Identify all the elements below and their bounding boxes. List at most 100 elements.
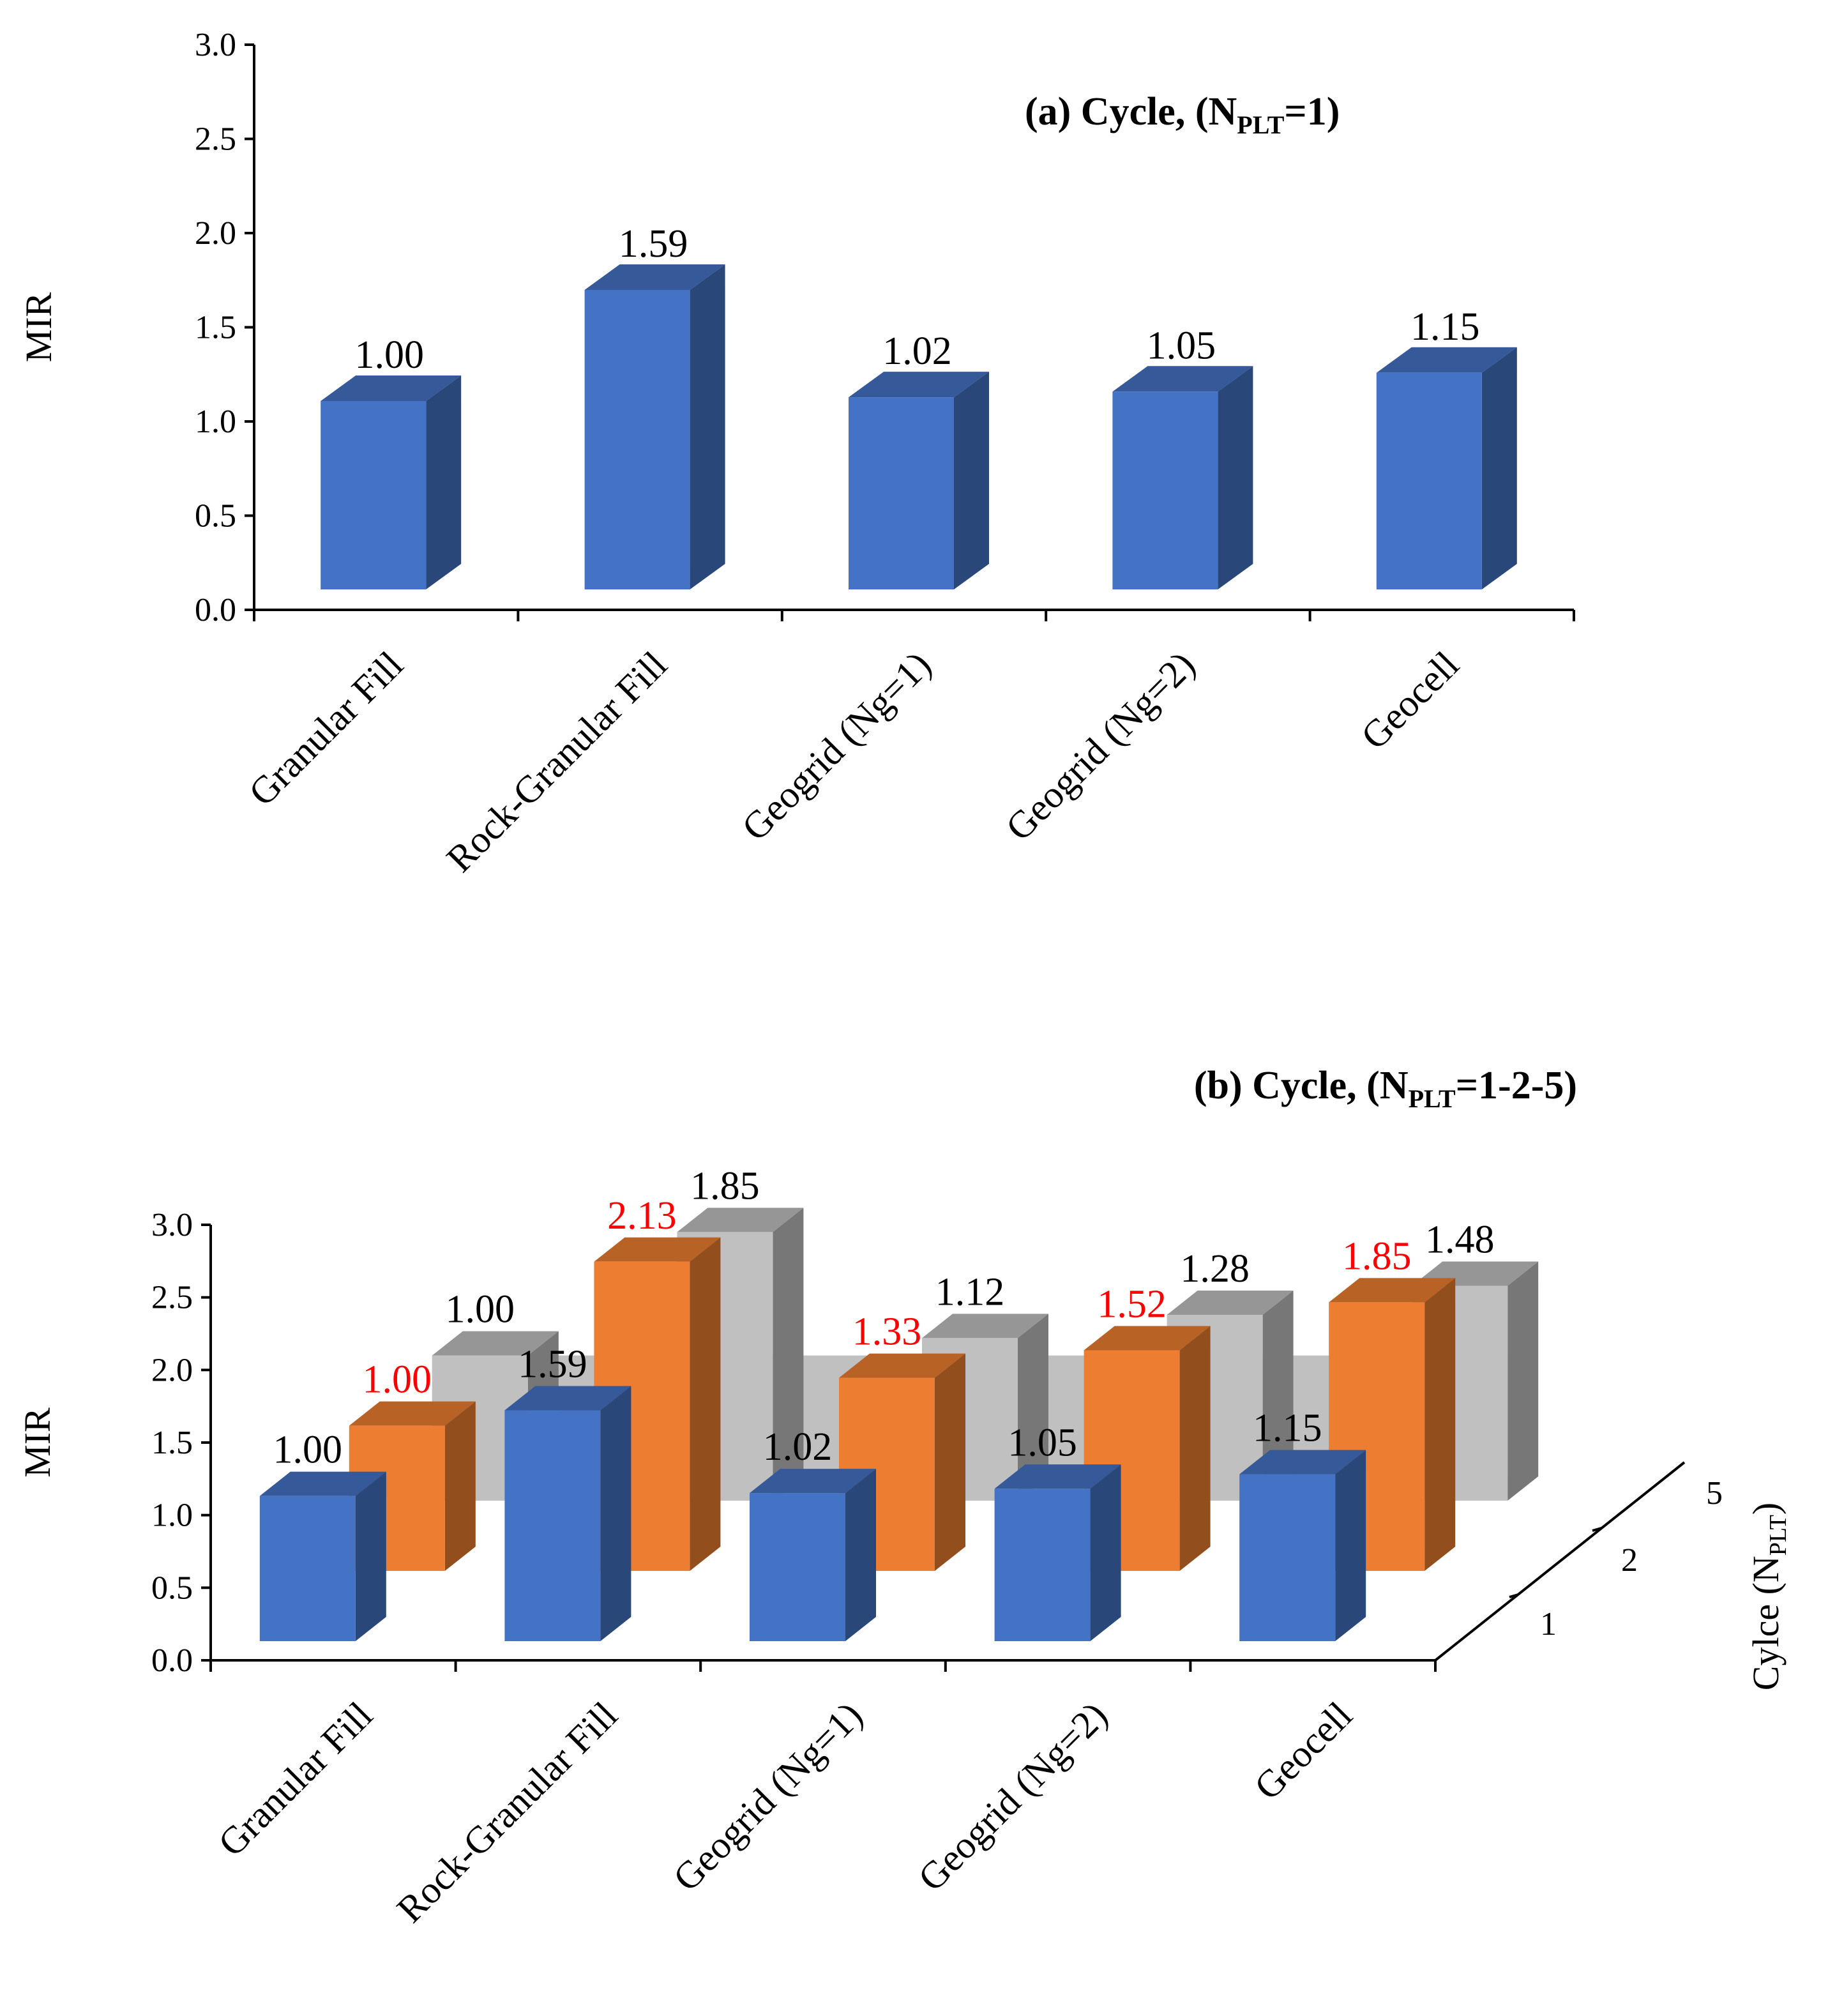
panel-title-a-sub: PLT bbox=[1237, 110, 1284, 139]
bar-series-1 bbox=[750, 1469, 876, 1641]
depth-tick-label: 2 bbox=[1621, 1542, 1638, 1579]
bar-series-1-side bbox=[1090, 1464, 1121, 1641]
x-category-label: Geogrid (Ng=1) bbox=[665, 1694, 871, 1900]
bar-series-2 bbox=[1329, 1278, 1456, 1571]
bar-front bbox=[849, 397, 954, 589]
bar-series-5-top bbox=[677, 1208, 804, 1232]
y-tick-label: 2.5 bbox=[195, 121, 236, 158]
bar-top bbox=[1376, 347, 1517, 373]
data-label: 1.28 bbox=[1180, 1247, 1250, 1291]
panel-title-b-main: (b) Cycle, (N bbox=[1194, 1064, 1409, 1107]
y-tick-label: 1.0 bbox=[151, 1497, 193, 1534]
bar-series-5-top bbox=[1167, 1291, 1294, 1315]
bar-series-1-front bbox=[504, 1410, 601, 1641]
data-label: 1.02 bbox=[763, 1425, 833, 1469]
x-category-label: Geogrid (Ng=1) bbox=[734, 644, 939, 849]
data-label: 1.85 bbox=[690, 1164, 760, 1208]
bar-series-1-side bbox=[355, 1471, 386, 1641]
bar-series-1-front bbox=[994, 1489, 1091, 1641]
depth-tick-label: 1 bbox=[1540, 1606, 1557, 1642]
bar-series-1-top bbox=[504, 1386, 631, 1411]
bar-series-2-side bbox=[690, 1237, 721, 1571]
bar-series-1-top bbox=[750, 1469, 876, 1494]
data-label: 1.05 bbox=[1008, 1421, 1077, 1464]
x-category-label: Geocell bbox=[1353, 644, 1467, 758]
panel-a-chart: 0.0 0.5 1.0 1.5 2.0 2.5 3.0 MIR (a) Cycle, (NPLT… bbox=[18, 27, 1575, 881]
depth-axis-title-sub: PLT bbox=[1765, 1515, 1792, 1556]
data-label: 1.12 bbox=[935, 1270, 1005, 1314]
bar-front bbox=[1112, 391, 1218, 589]
bar-series-2-top bbox=[1084, 1326, 1211, 1351]
bar-series-1-side bbox=[600, 1386, 631, 1641]
y-axis-title: MIR bbox=[18, 292, 59, 362]
bar-side bbox=[1481, 347, 1517, 589]
y-tick-label: 1.5 bbox=[151, 1425, 193, 1461]
depth-axis-title-main: Cylce (N bbox=[1745, 1556, 1787, 1690]
x-category-label: Rock-Granular Fill bbox=[439, 644, 676, 881]
bar-series-2-top bbox=[839, 1353, 965, 1378]
bar-series-5-side bbox=[1262, 1291, 1294, 1501]
depth-tick-mark bbox=[1509, 1593, 1519, 1598]
bar-series-1-front bbox=[259, 1496, 356, 1641]
bar-series-2-side bbox=[1424, 1278, 1456, 1571]
depth-tick-mark bbox=[1592, 1527, 1602, 1532]
data-label: 1.59 bbox=[619, 222, 688, 266]
bar-series-5-side bbox=[1018, 1314, 1048, 1501]
data-label: 1.59 bbox=[518, 1343, 587, 1386]
panel-title-b-sub: PLT bbox=[1409, 1084, 1456, 1113]
bar-top bbox=[849, 372, 989, 398]
y-tick-label: 2.0 bbox=[151, 1352, 193, 1388]
bar bbox=[321, 375, 462, 589]
x-category-label: Granular Fill bbox=[241, 644, 411, 814]
bar-series-1 bbox=[504, 1386, 631, 1641]
data-label: 1.02 bbox=[882, 330, 952, 373]
bar bbox=[1376, 347, 1517, 589]
bar-series-2-side bbox=[1179, 1326, 1211, 1571]
y-tick-label: 1.0 bbox=[195, 404, 236, 440]
data-label: 1.48 bbox=[1425, 1218, 1495, 1262]
bar-side bbox=[426, 375, 462, 589]
depth-axis-title-tail: ) bbox=[1745, 1503, 1787, 1515]
bar-series-1-top bbox=[259, 1471, 386, 1496]
bar-series-2-side bbox=[935, 1353, 965, 1571]
data-label: 1.33 bbox=[852, 1310, 922, 1354]
bar-series-1 bbox=[994, 1464, 1121, 1641]
bar-series-1 bbox=[259, 1471, 386, 1641]
bar-side bbox=[954, 372, 989, 589]
x-category-label: Geogrid (Ng=2) bbox=[998, 644, 1204, 849]
bar-series-1-front bbox=[1239, 1474, 1336, 1641]
bar-series-5-top bbox=[432, 1331, 559, 1356]
data-label: 1.85 bbox=[1342, 1234, 1412, 1278]
bar-series-2-top bbox=[594, 1237, 721, 1262]
data-label: 1.00 bbox=[354, 333, 424, 377]
y-tick-label: 0.0 bbox=[195, 592, 236, 628]
bar-series-1-front bbox=[750, 1493, 845, 1641]
x-category-label: Granular Fill bbox=[210, 1694, 381, 1865]
bar bbox=[1112, 366, 1253, 589]
bar-top bbox=[321, 375, 462, 401]
panel-title-b-tail: =1-2-5) bbox=[1456, 1064, 1577, 1107]
data-label: 1.05 bbox=[1147, 324, 1216, 367]
panel-title-b: (b) Cycle, (NPLT=1-2-5) bbox=[1194, 1064, 1577, 1113]
bar-series-2-side bbox=[444, 1401, 476, 1571]
x-category-label: Geogrid (Ng=2) bbox=[910, 1694, 1115, 1900]
bar-front bbox=[321, 401, 427, 589]
bar bbox=[849, 372, 989, 589]
bar-series-5-side bbox=[773, 1208, 804, 1501]
panel-title-a: (a) Cycle, (NPLT=1) bbox=[1025, 90, 1340, 139]
bar-top bbox=[1112, 366, 1253, 392]
panel-title-a-main: (a) Cycle, (N bbox=[1025, 90, 1237, 133]
x-category-label: Rock-Granular Fill bbox=[389, 1694, 626, 1931]
data-label: 1.15 bbox=[1410, 305, 1480, 349]
bar-series-5-side bbox=[1507, 1261, 1539, 1501]
depth-axis-title: Cylce (NPLT) bbox=[1745, 1503, 1792, 1690]
bar-series-1-side bbox=[845, 1469, 876, 1641]
bar bbox=[584, 264, 725, 589]
y-tick-label: 2.0 bbox=[195, 215, 236, 252]
y-tick-label: 3.0 bbox=[195, 27, 236, 63]
data-label: 1.52 bbox=[1097, 1282, 1167, 1326]
bar-front bbox=[584, 289, 690, 589]
bar-series-2-top bbox=[349, 1401, 476, 1426]
